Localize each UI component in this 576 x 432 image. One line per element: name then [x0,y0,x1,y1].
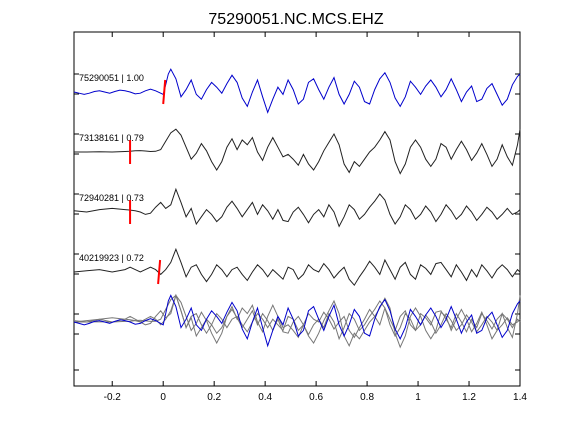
trace-label: 75290051 | 1.00 [79,73,144,83]
x-tick-label: -0.2 [104,392,122,403]
overlay-stack [73,293,521,349]
y-tick-marks-left [74,73,79,371]
trace-label: 40219923 | 0.72 [79,253,144,263]
x-tick-label: 0.6 [309,392,323,403]
trace-line [73,247,521,287]
x-tick-label: 0.8 [360,392,374,403]
x-axis: -0.2 0 0.2 0.4 0.6 0.8 1 1.2 1.4 [104,32,527,403]
stack-line-2 [74,294,521,349]
y-tick-marks-right [515,73,520,371]
chart-title: 75290051.NC.MCS.EHZ [208,11,383,28]
trace-label: 73138161 | 0.79 [79,133,144,143]
x-tick-label: 1.2 [462,392,476,403]
x-tick-label: 0.2 [207,392,221,403]
x-tick-label: 1 [415,392,421,403]
trace-line [73,187,521,228]
trace-line [74,128,521,175]
x-tick-label: 0.4 [258,392,272,403]
trace-label: 72940281 | 0.73 [79,193,144,203]
plot-frame [73,31,521,387]
x-tick-label: 1.4 [513,392,527,403]
x-tick-label: 0 [160,392,166,403]
pick-marker [162,79,167,105]
pick-marker [157,259,162,285]
stack-line-1 [73,294,521,348]
trace-4: 40219923 | 0.72 [73,247,521,287]
trace-3: 72940281 | 0.73 [73,187,521,228]
stack-line-4 [73,293,521,339]
trace-2: 73138161 | 0.79 [74,128,521,175]
trace-line [73,68,521,114]
trace-group: 75290051 | 1.00 73138161 | 0.79 72940281 |… [73,68,521,287]
trace-1: 75290051 | 1.00 [73,68,521,114]
